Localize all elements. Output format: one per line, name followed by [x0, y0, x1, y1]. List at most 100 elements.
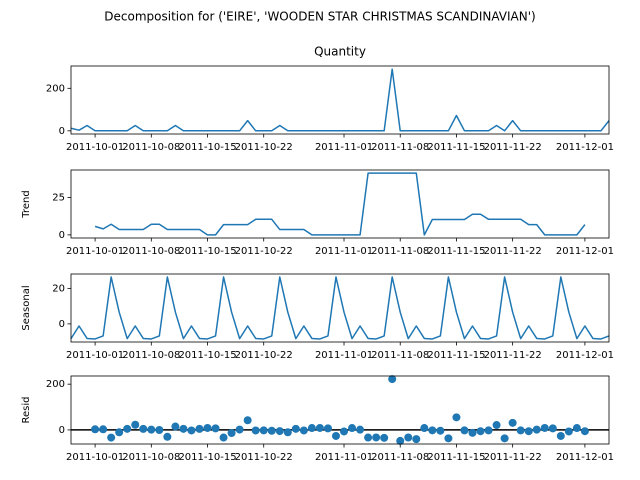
x-tick-label: 2011-11-08: [371, 142, 429, 153]
axes-frame: [70, 169, 610, 239]
point: [179, 424, 188, 433]
point: [516, 426, 525, 435]
point: [364, 433, 373, 442]
point: [219, 433, 228, 442]
point: [452, 413, 461, 422]
x-tick-label: 2011-10-08: [122, 452, 180, 463]
point: [420, 424, 429, 433]
point: [340, 427, 349, 436]
x-tick-label: 2011-11-15: [427, 142, 485, 153]
y-tick-label: 0: [59, 126, 65, 137]
x-tick-label: 2011-10-22: [235, 142, 293, 153]
point: [388, 375, 397, 384]
point: [540, 423, 549, 432]
x-tick-label: 2011-10-15: [178, 350, 236, 361]
point: [524, 427, 533, 436]
x-tick-label: 2011-10-01: [66, 452, 124, 463]
figure-title: Decomposition for ('EIRE', 'WOODEN STAR …: [104, 10, 535, 24]
point: [331, 431, 340, 440]
x-tick-label: 2011-10-01: [66, 350, 124, 361]
point: [163, 432, 172, 441]
x-tick-label: 2011-11-01: [315, 246, 373, 257]
series-line: [70, 276, 610, 340]
point: [428, 426, 437, 435]
point: [315, 423, 324, 432]
point: [267, 426, 276, 435]
point: [91, 425, 100, 434]
point: [291, 424, 300, 433]
point: [468, 428, 477, 437]
point: [580, 427, 589, 436]
x-tick-label: 2011-10-01: [66, 246, 124, 257]
point: [299, 426, 308, 435]
x-tick-label: 2011-11-08: [371, 350, 429, 361]
point: [107, 433, 116, 442]
x-tick-label: 2011-11-01: [315, 142, 373, 153]
x-tick-label: 2011-12-01: [556, 452, 614, 463]
x-tick-label: 2011-11-08: [371, 452, 429, 463]
point: [123, 424, 132, 433]
point: [115, 428, 124, 437]
axes-title: Quantity: [314, 45, 366, 59]
point: [323, 424, 332, 433]
x-tick-label: 2011-11-01: [315, 452, 373, 463]
point: [139, 424, 148, 433]
point: [99, 425, 108, 434]
point: [147, 425, 156, 434]
axes-frame: [70, 273, 610, 343]
point: [492, 421, 501, 430]
point: [235, 425, 244, 434]
series-line: [94, 172, 586, 236]
point: [548, 424, 557, 433]
x-tick-label: 2011-12-01: [556, 142, 614, 153]
point: [211, 424, 220, 433]
y-tick-label: 0: [59, 319, 65, 330]
point: [508, 418, 517, 427]
x-tick-label: 2011-10-22: [235, 452, 293, 463]
point: [243, 416, 252, 425]
x-tick-label: 2011-10-22: [235, 246, 293, 257]
x-tick-label: 2011-10-08: [122, 350, 180, 361]
x-tick-label: 2011-12-01: [556, 246, 614, 257]
point: [187, 426, 196, 435]
x-tick-label: 2011-11-15: [427, 246, 485, 257]
point: [572, 424, 581, 433]
point: [460, 426, 469, 435]
point: [203, 423, 212, 432]
x-tick-label: 2011-11-22: [484, 246, 542, 257]
x-tick-label: 2011-11-15: [427, 350, 485, 361]
x-tick-label: 2011-10-15: [178, 452, 236, 463]
x-tick-label: 2011-10-15: [178, 246, 236, 257]
axes-frame: [70, 375, 610, 445]
x-tick-label: 2011-11-22: [484, 142, 542, 153]
y-axis-label: Resid: [21, 397, 32, 424]
point: [307, 424, 316, 433]
point: [227, 429, 236, 438]
point: [283, 428, 292, 437]
x-tick-label: 2011-11-22: [484, 350, 542, 361]
point: [500, 434, 509, 443]
point: [251, 426, 260, 435]
x-tick-label: 2011-11-22: [484, 452, 542, 463]
y-tick-label: 0: [59, 230, 65, 241]
y-axis-label: Trend: [21, 190, 32, 218]
x-tick-label: 2011-12-01: [556, 350, 614, 361]
point: [556, 431, 565, 440]
y-tick-label: 200: [46, 83, 65, 94]
axes-frame: [70, 65, 610, 135]
point: [275, 427, 284, 436]
x-tick-label: 2011-11-15: [427, 452, 485, 463]
x-tick-label: 2011-11-08: [371, 246, 429, 257]
x-tick-label: 2011-10-22: [235, 350, 293, 361]
point: [259, 426, 268, 435]
point: [404, 433, 413, 442]
point: [532, 425, 541, 434]
y-tick-label: 0: [59, 425, 65, 436]
x-tick-label: 2011-10-08: [122, 142, 180, 153]
point: [476, 427, 485, 436]
y-tick-label: 20: [52, 283, 65, 294]
y-axis-label: Seasonal: [21, 285, 32, 330]
point: [372, 433, 381, 442]
point: [564, 427, 573, 436]
